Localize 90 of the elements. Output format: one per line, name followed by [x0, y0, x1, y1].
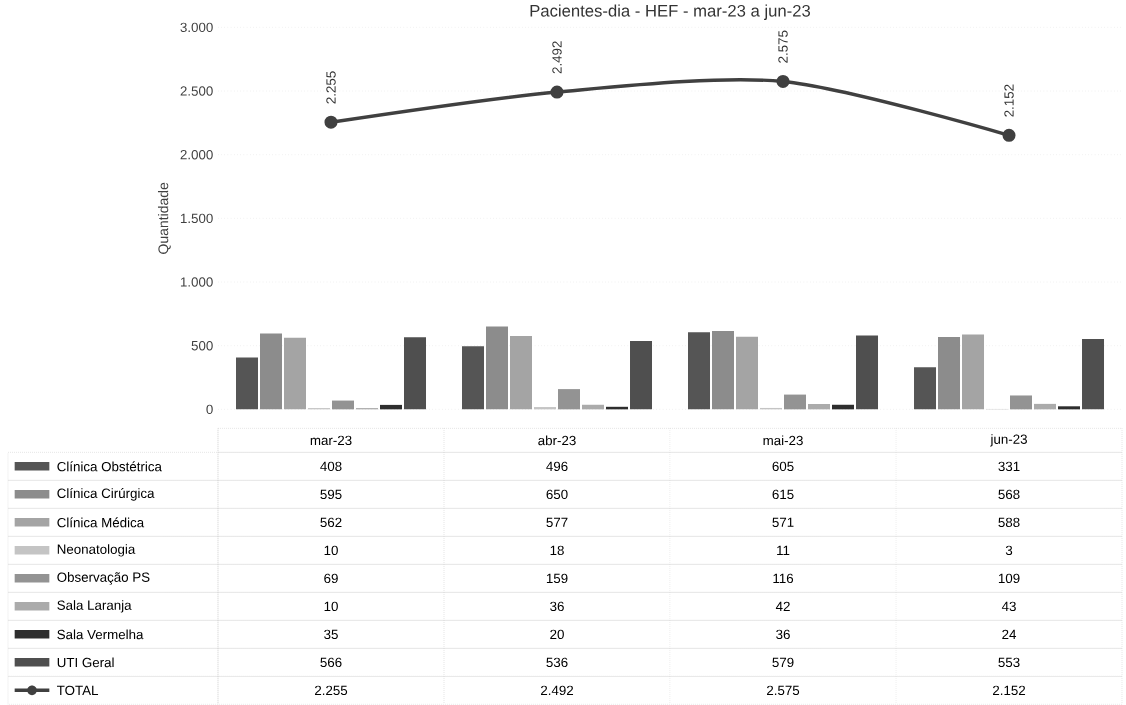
- bar: [1082, 339, 1105, 410]
- data-label: 331: [998, 461, 1020, 472]
- legend-label: Sala Vermelha: [57, 629, 144, 640]
- y-tick-label: 1.000: [180, 277, 213, 287]
- data-label: 588: [998, 517, 1020, 528]
- data-label: 605: [772, 461, 794, 472]
- legend-label: Observação PS: [57, 572, 150, 585]
- bar: [1034, 404, 1057, 410]
- bar: [284, 337, 307, 410]
- data-label: 496: [546, 461, 568, 472]
- legend-label: Clínica Médica: [57, 517, 145, 528]
- data-label: 109: [998, 573, 1020, 584]
- data-label: 18: [550, 545, 564, 556]
- chart-title: Pacientes-dia - HEF - mar-23 a jun-23: [530, 4, 811, 21]
- data-label: 69: [324, 573, 338, 584]
- bar: [856, 335, 879, 410]
- y-tick-label: 0: [206, 404, 213, 415]
- bar: [260, 333, 282, 410]
- bar: [486, 326, 509, 410]
- data-label: 42: [775, 601, 790, 612]
- text: 2.255: [326, 71, 336, 104]
- data-label: 20: [550, 629, 564, 640]
- y-tick-label: 500: [191, 341, 213, 351]
- bar: [962, 334, 985, 410]
- data-label: 579: [772, 657, 794, 668]
- data-label: 36: [550, 601, 564, 612]
- data-label: 562: [320, 517, 342, 528]
- bar: [630, 341, 653, 410]
- bar: [712, 331, 735, 410]
- x-tick-label: mai-23: [763, 435, 803, 446]
- x-tick-label: abr-23: [538, 435, 576, 446]
- text: 2.492: [552, 41, 562, 74]
- data-label: 568: [998, 489, 1020, 500]
- point: [550, 85, 564, 99]
- data-label: 10: [324, 545, 338, 556]
- y-tick-label: 2.000: [180, 150, 213, 160]
- y-axis-title: Quantidade: [157, 182, 171, 255]
- data-label: 2.492: [541, 685, 574, 696]
- data-label: 577: [546, 517, 568, 528]
- bar: [938, 337, 961, 410]
- data-label: 116: [773, 573, 794, 584]
- data-label: 615: [772, 489, 794, 500]
- legend-label: Clínica Cirúrgica: [57, 488, 155, 501]
- y-tick-label: 2.500: [180, 86, 213, 96]
- bar: [380, 405, 402, 410]
- data-label: 566: [320, 657, 342, 668]
- x-tick-label: jun-23: [990, 434, 1027, 447]
- bar: [1058, 406, 1081, 410]
- bar: [808, 404, 831, 410]
- data-label: 536: [546, 657, 568, 668]
- bar: [404, 337, 427, 410]
- legend-label: Neonatologia: [57, 544, 136, 557]
- bar: [510, 336, 533, 410]
- bar: [736, 336, 759, 410]
- y-tick-label: 3.000: [180, 22, 213, 33]
- data-label: 159: [546, 573, 568, 584]
- legend-label: UTI Geral: [57, 657, 114, 668]
- point: [776, 75, 790, 89]
- bar: [236, 357, 258, 410]
- bar: [558, 389, 581, 410]
- data-label: 2.255: [314, 685, 348, 696]
- bar: [462, 346, 484, 410]
- data-label: 11: [777, 545, 790, 556]
- legend-label: Sala Laranja: [57, 600, 132, 613]
- data-label: 2.575: [767, 685, 800, 696]
- text: 2.575: [778, 30, 788, 63]
- data-label: 10: [324, 601, 338, 612]
- data-label: 650: [546, 489, 568, 500]
- data-label: 2.152: [993, 685, 1026, 696]
- bar: [688, 332, 711, 410]
- text: 2.152: [1004, 84, 1014, 117]
- legend-label: Clínica Obstétrica: [57, 461, 162, 472]
- bar: [332, 400, 355, 410]
- data-label: 408: [320, 461, 342, 472]
- data-label: 571: [772, 517, 794, 528]
- point: [1002, 128, 1016, 143]
- bar: [914, 367, 937, 410]
- x-tick-label: mar-23: [310, 435, 352, 446]
- data-label: 35: [324, 629, 338, 640]
- data-label: 595: [320, 489, 342, 500]
- bar: [1010, 395, 1033, 410]
- legend-label: TOTAL: [57, 685, 99, 696]
- data-label: 3: [1005, 545, 1013, 556]
- data-label: 36: [776, 629, 790, 640]
- data-label: 24: [1002, 629, 1017, 640]
- point: [324, 115, 338, 129]
- y-tick-label: 1.500: [180, 213, 213, 224]
- data-label: 43: [1001, 601, 1016, 612]
- data-label: 553: [998, 657, 1020, 668]
- bar: [784, 394, 807, 410]
